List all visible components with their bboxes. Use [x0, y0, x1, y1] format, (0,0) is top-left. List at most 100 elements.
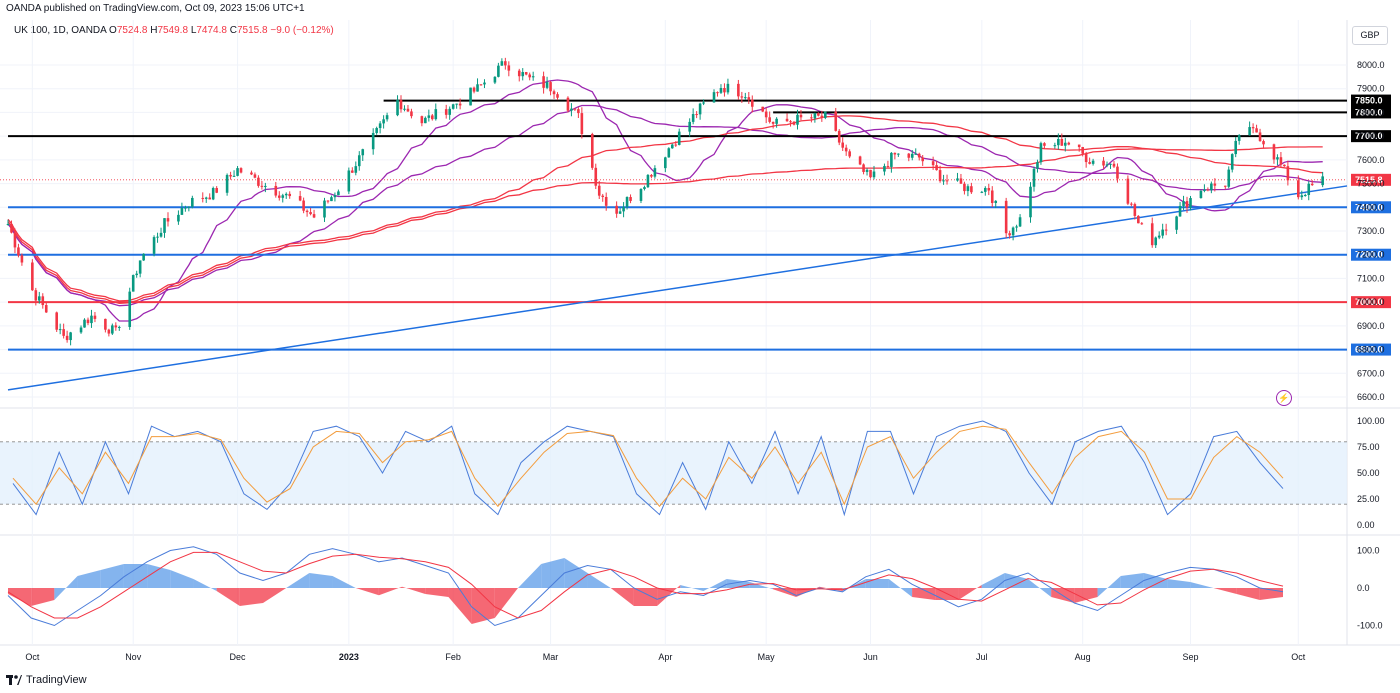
currency-button[interactable]: GBP — [1352, 26, 1388, 45]
candle-body — [1206, 189, 1210, 191]
candle-body — [1276, 157, 1279, 160]
price-tick-label: 7300.0 — [1357, 226, 1385, 236]
tradingview-logo[interactable]: TradingView — [6, 674, 87, 686]
candle-body — [6, 223, 10, 225]
candle-body — [427, 115, 431, 118]
ma-100-line — [7, 115, 1323, 302]
candle-body — [1178, 205, 1182, 217]
candle-body — [1161, 229, 1164, 236]
candle-body — [79, 327, 83, 333]
candle-body — [785, 118, 789, 122]
macd-histogram — [749, 582, 773, 590]
ma-200-line — [7, 146, 1323, 304]
candle-body — [1175, 216, 1178, 230]
candle-body — [677, 131, 681, 145]
candle-body — [740, 96, 744, 98]
macd-histogram — [193, 579, 217, 591]
candle-body — [284, 193, 288, 196]
candle-body — [966, 186, 970, 192]
macd-histogram — [355, 588, 379, 596]
candle-body — [111, 325, 114, 334]
candle-body — [371, 132, 375, 150]
candle-body — [330, 197, 333, 202]
macd-tick-label: 100.0 — [1357, 546, 1380, 556]
candle-body — [716, 92, 719, 94]
candle-body — [288, 193, 292, 197]
candle-body — [917, 153, 921, 158]
candle-body — [799, 114, 803, 118]
candle-body — [556, 94, 559, 98]
candle-body — [86, 319, 90, 324]
candle-body — [20, 255, 24, 263]
candle-body — [500, 61, 504, 66]
candle-body — [10, 223, 13, 233]
candle-body — [1015, 226, 1018, 228]
candle-body — [737, 83, 740, 97]
candle-body — [17, 247, 20, 256]
price-tick-label: 6700.0 — [1357, 368, 1385, 378]
candle-body — [1199, 190, 1203, 199]
candle-body — [834, 111, 838, 131]
candle-body — [504, 61, 507, 66]
time-tick-label: Jul — [976, 652, 988, 662]
candle-body — [250, 172, 253, 175]
candle-body — [601, 195, 605, 197]
alert-lightning-icon[interactable]: ⚡ — [1276, 390, 1292, 406]
time-tick-label: Apr — [658, 652, 672, 662]
candle-body — [65, 335, 69, 341]
candle-body — [357, 155, 361, 167]
candle-body — [1258, 132, 1262, 142]
level-badge — [1351, 106, 1391, 119]
candle-body — [277, 195, 281, 198]
candle-body — [1011, 227, 1015, 236]
candle-body — [34, 290, 38, 301]
candle-body — [712, 92, 716, 103]
candle-body — [1088, 162, 1091, 164]
level-label: 7700.0 — [1355, 131, 1383, 141]
candle-body — [841, 142, 845, 148]
stochastic-pane: 100.00 75.00 50.00 25.00 0.00 — [0, 416, 1385, 530]
candle-body — [337, 191, 340, 196]
candle-body — [38, 296, 41, 301]
candle-body — [159, 232, 163, 237]
candle-body — [1112, 163, 1116, 167]
time-tick-label: May — [758, 652, 776, 662]
candle-body — [618, 211, 622, 214]
candle-body — [1081, 147, 1084, 154]
candle-body — [1272, 144, 1276, 160]
price-tick-label: 6600.0 — [1357, 392, 1385, 402]
candle-body — [980, 191, 984, 193]
ohlc-values: O7524.8 H7549.8 L7474.8 C7515.8 −9.0 (−0… — [109, 25, 334, 36]
candle-body — [1213, 183, 1217, 186]
macd-histogram — [1143, 573, 1168, 588]
price-tick-label: 7900.0 — [1357, 84, 1385, 94]
candle-body — [351, 170, 354, 173]
candle-body — [347, 170, 351, 192]
candle-body — [959, 178, 963, 184]
candle-body — [594, 167, 598, 186]
price-tick-label: 7000.0 — [1357, 297, 1385, 307]
candle-body — [750, 99, 754, 107]
moving-averages — [7, 79, 1323, 322]
ma-20-line — [7, 79, 1323, 322]
candle-body — [963, 183, 966, 192]
candle-body — [135, 273, 138, 276]
candle-body — [90, 315, 93, 324]
change-value: −9.0 (−0.12%) — [270, 25, 334, 36]
candle-body — [771, 121, 775, 124]
candle-body — [1105, 164, 1109, 166]
macd-histogram — [100, 564, 124, 588]
candle-body — [211, 188, 215, 200]
macd-histogram — [888, 579, 913, 597]
candle-body — [208, 197, 212, 200]
candle-body — [1262, 141, 1265, 145]
macd-histogram — [402, 586, 426, 594]
candle-body — [354, 166, 358, 173]
candle-body — [837, 130, 841, 143]
candle-body — [55, 312, 58, 330]
candle-body — [650, 174, 653, 177]
candle-body — [163, 218, 166, 233]
candle-body — [142, 253, 145, 261]
candle-body — [420, 116, 424, 124]
